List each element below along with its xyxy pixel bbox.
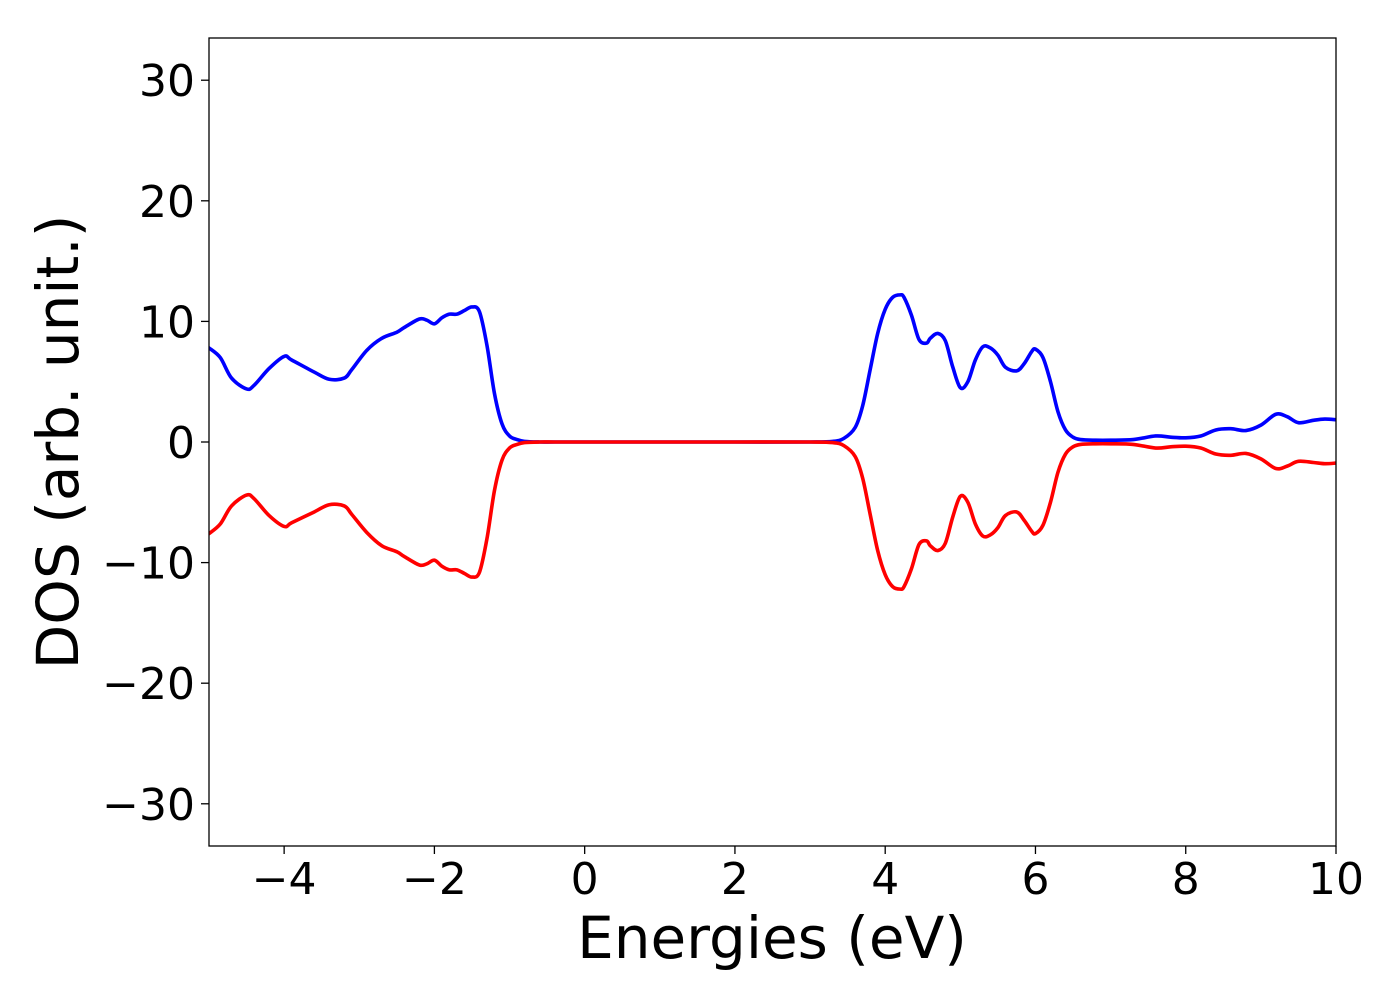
x-axis-label: Energies (eV) (577, 904, 967, 972)
x-tick-label: 4 (871, 854, 899, 905)
y-tick-label: −10 (102, 539, 195, 590)
series-line-2 (209, 440, 1336, 592)
x-tick-label: 8 (1172, 854, 1200, 905)
y-tick-label: −30 (102, 780, 195, 831)
x-tick-label: 10 (1308, 854, 1364, 905)
y-tick-label: 20 (139, 177, 195, 228)
x-tick-label: 6 (1021, 854, 1049, 905)
y-axis: 30 20 10 0 −10 −20 −30 (102, 56, 209, 831)
x-axis: −4 −2 0 2 4 6 8 10 (252, 846, 1364, 905)
series-line-1 (209, 292, 1336, 444)
x-tick-label: 0 (571, 854, 599, 905)
x-tick-label: 2 (721, 854, 749, 905)
y-tick-label: −20 (102, 659, 195, 710)
x-tick-label: −2 (402, 854, 467, 905)
y-tick-label: 30 (139, 56, 195, 107)
y-tick-label: 0 (167, 418, 195, 469)
x-tick-label: −4 (252, 854, 317, 905)
y-tick-label: 10 (139, 297, 195, 348)
series-layer (209, 292, 1336, 592)
y-axis-label: DOS (arb. unit.) (24, 215, 92, 670)
